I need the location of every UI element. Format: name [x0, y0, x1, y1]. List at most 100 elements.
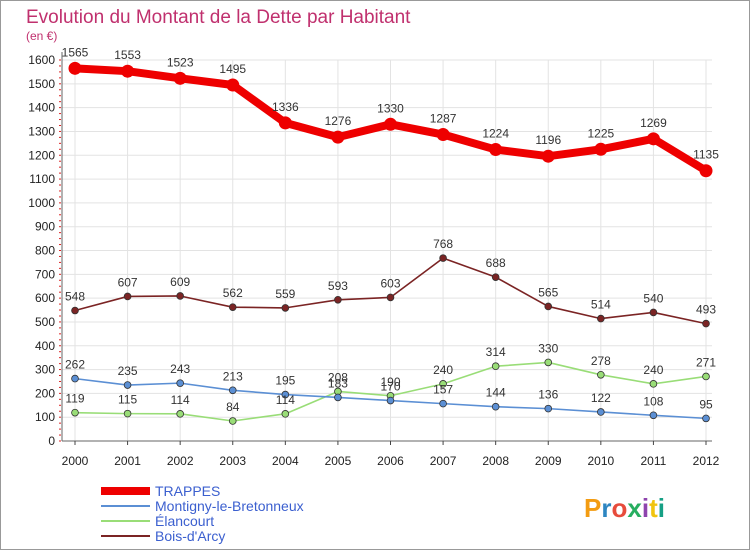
data-point [278, 116, 292, 130]
data-label: 330 [538, 341, 558, 355]
data-point [649, 308, 658, 317]
data-point [176, 292, 184, 300]
data-point [226, 78, 240, 92]
x-tick-label: 2003 [219, 454, 246, 468]
data-point [228, 417, 237, 425]
y-axis-ticks: 0 100 200 300 400 500 600 700 800 900 1000 1100 1200… [28, 53, 55, 448]
data-point [71, 408, 79, 417]
data-point [544, 302, 553, 311]
data-label: 84 [226, 400, 240, 414]
data-label: 688 [486, 256, 506, 270]
data-label: 1269 [640, 116, 667, 130]
data-point [491, 362, 500, 371]
data-point [281, 410, 290, 418]
data-point [71, 374, 79, 383]
y-tick-label: 400 [35, 339, 55, 353]
legend-label: Élancourt [155, 513, 214, 529]
data-label: 170 [380, 380, 400, 394]
legend-label: Montigny-le-Bretonneux [155, 498, 304, 514]
data-point [597, 408, 605, 416]
data-label: 119 [65, 392, 84, 406]
y-tick-label: 100 [35, 410, 55, 424]
data-label: 114 [276, 393, 295, 407]
data-label: 1565 [62, 45, 89, 59]
data-point [649, 380, 658, 388]
legend-label: TRAPPES [155, 483, 220, 499]
data-label: 603 [380, 276, 400, 290]
y-tick-label: 200 [35, 386, 55, 400]
data-label: 565 [538, 285, 558, 299]
y-tick-label: 800 [35, 244, 55, 258]
data-point [68, 61, 82, 75]
y-tick-label: 1400 [28, 101, 55, 115]
data-label: 122 [591, 391, 611, 405]
x-tick-label: 2005 [325, 454, 352, 468]
x-tick-label: 2000 [62, 454, 89, 468]
data-point [646, 132, 660, 146]
data-label: 190 [380, 375, 400, 389]
data-label: 114 [171, 393, 190, 407]
x-tick-label: 2012 [693, 454, 720, 468]
data-point [123, 409, 132, 418]
data-point [281, 304, 290, 312]
y-tick-label: 500 [35, 315, 55, 329]
data-point [334, 295, 342, 304]
legend-label: Bois-d'Arcy [155, 528, 225, 544]
data-point [597, 371, 605, 379]
y-tick-label: 1000 [28, 196, 55, 210]
x-tick-label: 2010 [587, 454, 614, 468]
data-label: 144 [486, 386, 506, 400]
data-label: 95 [699, 397, 713, 411]
data-point [544, 404, 553, 413]
data-label: 243 [170, 362, 190, 376]
x-tick-label: 2009 [535, 454, 562, 468]
data-label: 493 [696, 303, 716, 317]
data-label: 157 [433, 383, 453, 397]
data-point [702, 372, 710, 381]
data-label: 1523 [167, 55, 194, 69]
data-point [439, 399, 447, 408]
data-point [228, 303, 237, 311]
x-tick-label: 2004 [272, 454, 299, 468]
series-group [68, 61, 713, 425]
data-label: 514 [591, 298, 611, 312]
data-point [544, 358, 553, 367]
data-label: 1495 [219, 62, 246, 76]
data-point [386, 396, 395, 405]
data-label: 548 [65, 290, 85, 304]
data-label: 1225 [587, 126, 614, 140]
data-point [281, 390, 290, 399]
data-label: 540 [643, 291, 663, 305]
data-point [228, 386, 237, 395]
data-point [649, 411, 658, 420]
data-label: 240 [433, 363, 453, 377]
data-point [71, 306, 79, 315]
data-point [594, 142, 608, 156]
y-tick-label: 1200 [28, 148, 55, 162]
data-point [699, 164, 713, 178]
chart-subtitle: (en €) [26, 29, 57, 43]
data-label: 1196 [535, 133, 561, 147]
data-point [386, 293, 395, 302]
y-tick-label: 0 [48, 434, 55, 448]
data-label: 278 [591, 354, 611, 368]
data-label: 314 [486, 345, 506, 359]
data-label: 262 [65, 358, 85, 372]
proxiti-logo: Proxiti [584, 493, 665, 523]
y-tick-label: 700 [35, 267, 55, 281]
data-label: 1553 [114, 48, 141, 62]
data-label: 1276 [325, 114, 352, 128]
data-point [384, 117, 397, 131]
y-tick-label: 1100 [29, 172, 55, 186]
data-point [436, 128, 450, 142]
data-label: 1336 [272, 100, 299, 114]
data-label: 195 [275, 374, 295, 388]
data-label: 562 [223, 286, 243, 300]
x-tick-label: 2008 [482, 454, 509, 468]
y-tick-label: 600 [35, 291, 55, 305]
data-label: 213 [223, 369, 243, 383]
data-label: 235 [118, 364, 138, 378]
data-label: 108 [643, 394, 663, 408]
